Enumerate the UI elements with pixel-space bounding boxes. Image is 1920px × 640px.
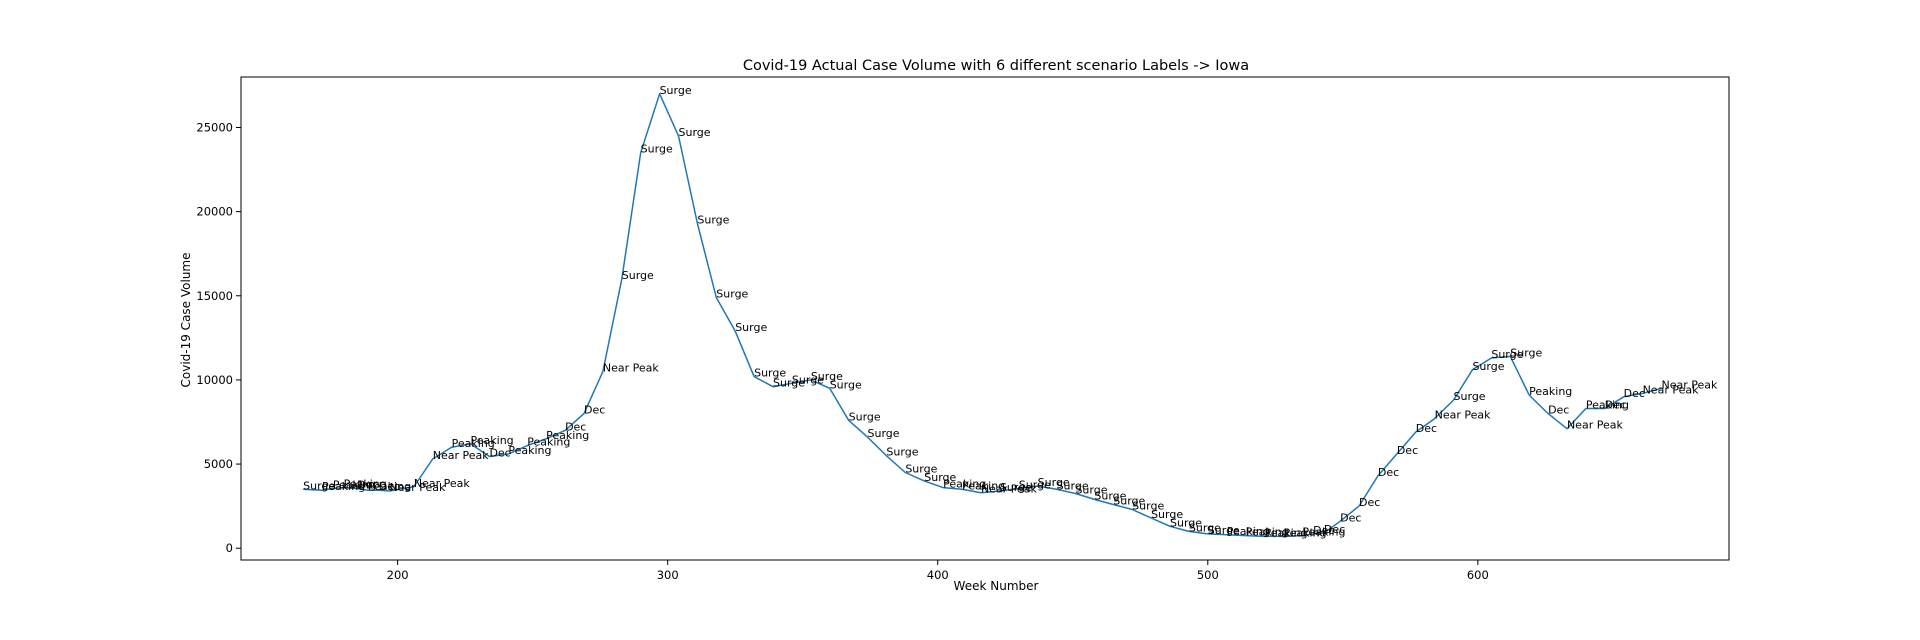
point-label: Peaking: [1529, 385, 1572, 398]
point-label: Surge: [678, 126, 710, 139]
point-label: Surge: [1151, 508, 1183, 521]
point-label: Surge: [1057, 479, 1089, 492]
y-axis-label: Covid-19 Case Volume: [179, 253, 193, 388]
point-label: Surge: [924, 471, 956, 484]
point-label: Surge: [1113, 494, 1145, 507]
point-label: Near Peak: [1661, 378, 1718, 391]
point-label: Peaking: [943, 478, 986, 491]
point-label: Dec: [1416, 422, 1437, 435]
point-label: Peaking: [1246, 526, 1289, 539]
point-label: Dec: [357, 478, 378, 491]
point-label: Near Peak: [433, 449, 490, 462]
point-label: Dec: [1605, 399, 1626, 412]
point-label: Peaking: [322, 480, 365, 493]
point-label: Near Peak: [603, 362, 660, 375]
point-label: Surge: [1189, 521, 1221, 534]
point-label: Surge: [303, 479, 335, 492]
y-tick-label: 0: [226, 541, 233, 555]
point-label: Dec: [584, 404, 605, 417]
point-label: Surge: [1094, 489, 1126, 502]
point-label: Surge: [905, 462, 937, 475]
point-label: Surge: [641, 143, 673, 156]
point-label: Surge: [811, 370, 843, 383]
point-label: Dec: [1378, 466, 1399, 479]
point-label: Peaking: [452, 437, 495, 450]
point-label: Surge: [1000, 481, 1032, 494]
x-tick-label: 400: [927, 568, 949, 582]
point-label: Dec: [489, 447, 510, 460]
point-label: Dec: [1340, 511, 1361, 524]
point-label: Surge: [792, 373, 824, 386]
point-label: Near Peak: [1643, 383, 1700, 396]
point-label: Peaking: [546, 429, 589, 442]
y-tick-label: 5000: [204, 457, 233, 471]
series-line: [303, 93, 1662, 538]
point-label: Surge: [1075, 484, 1107, 497]
x-axis-label: Week Number: [954, 579, 1039, 593]
point-label: Near Peak: [981, 483, 1038, 496]
x-tick-label: 300: [657, 568, 679, 582]
y-tick-label: 25000: [196, 120, 233, 134]
point-label: Peaking: [1586, 399, 1629, 412]
point-label: Dec: [1359, 496, 1380, 509]
point-label: Peaking: [471, 434, 514, 447]
point-label: Dec: [1548, 404, 1569, 417]
point-label: Surge: [1019, 478, 1051, 491]
point-label: Surge: [660, 84, 692, 97]
y-tick-label: 10000: [196, 373, 233, 387]
point-label: Dec: [1397, 444, 1418, 457]
point-label: Peaking: [962, 479, 1005, 492]
plot-area: 200 300 400 500 600 0 5000 10000 15000 20000 25000…: [196, 84, 1718, 582]
point-label: Near Peak: [414, 477, 471, 490]
point-label: Surge: [1132, 500, 1164, 513]
point-label: Surge: [1510, 346, 1542, 359]
point-label: Dec: [1313, 524, 1334, 537]
point-label: Surge: [1038, 476, 1070, 489]
point-label: Surge: [622, 269, 654, 282]
point-label: Peaking: [368, 480, 411, 493]
point-label: Surge: [1472, 360, 1504, 373]
point-label: Near Peak: [390, 481, 447, 494]
point-label: Peaking: [1302, 526, 1345, 539]
point-label: Surge: [716, 287, 748, 300]
point-label: Surge: [868, 427, 900, 440]
point-label: Peaking: [1283, 526, 1326, 539]
point-label: Dec: [565, 420, 586, 433]
point-label: Dec: [379, 480, 400, 493]
point-label: Peaking: [527, 436, 570, 449]
point-label: Peaking: [344, 478, 387, 491]
point-label: Peaking: [1265, 526, 1308, 539]
y-tick-label: 20000: [196, 205, 233, 219]
point-label: Surge: [1208, 524, 1240, 537]
point-label: Surge: [1491, 348, 1523, 361]
point-label: Dec: [1624, 387, 1645, 400]
point-label: Surge: [886, 446, 918, 459]
point-label: Surge: [849, 410, 881, 423]
x-tick-label: 500: [1197, 568, 1219, 582]
chart-title: Covid-19 Actual Case Volume with 6 diffe…: [743, 58, 1249, 74]
x-tick-label: 200: [387, 568, 409, 582]
point-label: Near Peak: [1435, 409, 1492, 422]
point-label: Peaking: [333, 478, 376, 491]
point-label: Near Peak: [1567, 419, 1624, 432]
y-tick-label: 15000: [196, 289, 233, 303]
point-label: Surge: [735, 321, 767, 334]
point-label: Surge: [754, 367, 786, 380]
point-label: Dec: [1324, 523, 1345, 536]
x-tick-label: 600: [1467, 568, 1489, 582]
plot-frame: [240, 76, 1730, 561]
point-label: Peaking: [508, 444, 551, 457]
point-label: Surge: [1454, 390, 1486, 403]
point-label: Surge: [773, 377, 805, 390]
point-label: Surge: [830, 378, 862, 391]
point-label: Peaking: [1227, 525, 1270, 538]
point-label: Surge: [1170, 516, 1202, 529]
point-label: Surge: [697, 213, 729, 226]
